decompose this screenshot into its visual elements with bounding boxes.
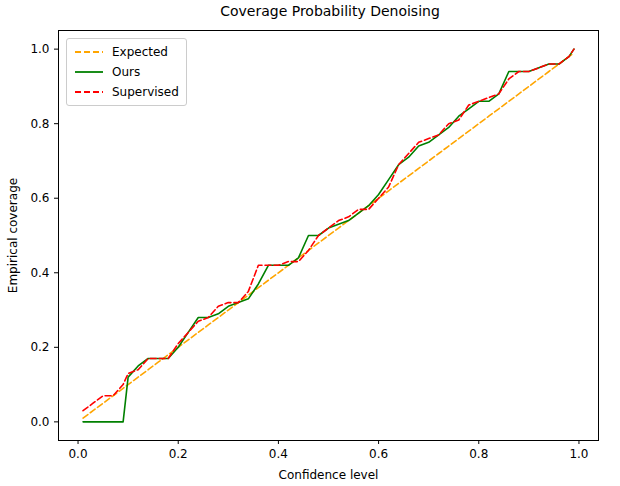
svg-text:0.0: 0.0	[30, 415, 49, 429]
html-text:Expected: Expected	[112, 45, 168, 59]
svg-text:0.4: 0.4	[269, 447, 288, 461]
svg-text:0.6: 0.6	[30, 191, 49, 205]
svg-text:0.0: 0.0	[68, 447, 87, 461]
svg-text:0.2: 0.2	[169, 447, 188, 461]
html-text:Ours: Ours	[112, 65, 141, 79]
html-text:Supervised: Supervised	[112, 85, 179, 99]
svg-text:0.8: 0.8	[30, 117, 49, 131]
svg-text:1.0: 1.0	[30, 42, 49, 56]
svg-text:1.0: 1.0	[569, 447, 588, 461]
svg-text:0.4: 0.4	[30, 266, 49, 280]
svg-text:Empirical coverage: Empirical coverage	[6, 178, 20, 293]
svg-text:0.8: 0.8	[469, 447, 488, 461]
svg-text:0.2: 0.2	[30, 340, 49, 354]
html-text:Coverage Probability Denoising: Coverage Probability Denoising	[220, 3, 440, 19]
svg-text:0.6: 0.6	[369, 447, 388, 461]
svg-text:Confidence level: Confidence level	[279, 468, 379, 482]
